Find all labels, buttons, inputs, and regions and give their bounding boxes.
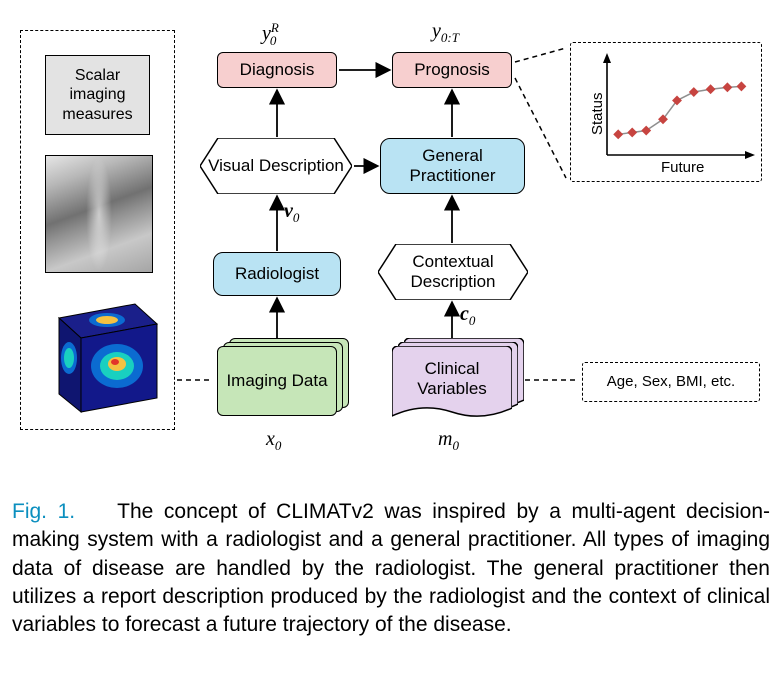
math-yT: y0:T	[432, 20, 459, 46]
math-x0: x0	[266, 428, 281, 454]
imaging-data-label: Imaging Data	[226, 371, 327, 391]
scalar-measures-box: Scalar imaging measures	[45, 55, 150, 135]
clinical-vars-box: Clinical Variables	[392, 346, 512, 412]
clinical-vars-label: Clinical Variables	[392, 359, 512, 400]
future-axis-label: Future	[661, 159, 704, 176]
imaging-data-box: Imaging Data	[217, 346, 337, 416]
visual-description-label: Visual Description	[208, 156, 344, 176]
clinical-note-box: Age, Sex, BMI, etc.	[582, 362, 760, 402]
radiologist-box: Radiologist	[213, 252, 341, 296]
diagnosis-box: Diagnosis	[217, 52, 337, 88]
figure-caption: Fig. 1. The concept of CLIMATv2 was insp…	[12, 498, 770, 640]
math-yR: yR0	[262, 20, 276, 49]
prognosis-label: Prognosis	[414, 60, 490, 80]
figure-label: Fig. 1.	[12, 500, 75, 523]
brain-cube-image	[35, 290, 165, 418]
general-practitioner-box: General Practitioner	[380, 138, 525, 194]
prognosis-chart-panel: Status Future	[570, 42, 762, 182]
xray-image	[45, 155, 153, 273]
contextual-description-hex: Contextual Description	[378, 244, 528, 300]
visual-description-hex: Visual Description	[200, 138, 352, 194]
status-axis-label: Status	[589, 92, 606, 135]
figure-caption-text: The concept of CLIMATv2 was inspired by …	[12, 500, 770, 636]
contextual-description-label: Contextual Description	[378, 252, 528, 293]
general-practitioner-label: General Practitioner	[381, 146, 524, 187]
clinical-note-label: Age, Sex, BMI, etc.	[607, 373, 735, 391]
prognosis-box: Prognosis	[392, 52, 512, 88]
diagnosis-label: Diagnosis	[240, 60, 315, 80]
math-m0: m0	[438, 428, 459, 454]
scalar-measures-label: Scalar imaging measures	[46, 66, 149, 124]
math-c0: c0	[460, 303, 475, 329]
diagram-area: Scalar imaging measures Diagnosis	[0, 0, 782, 490]
radiologist-label: Radiologist	[235, 264, 319, 284]
math-v0: v0	[284, 200, 299, 226]
